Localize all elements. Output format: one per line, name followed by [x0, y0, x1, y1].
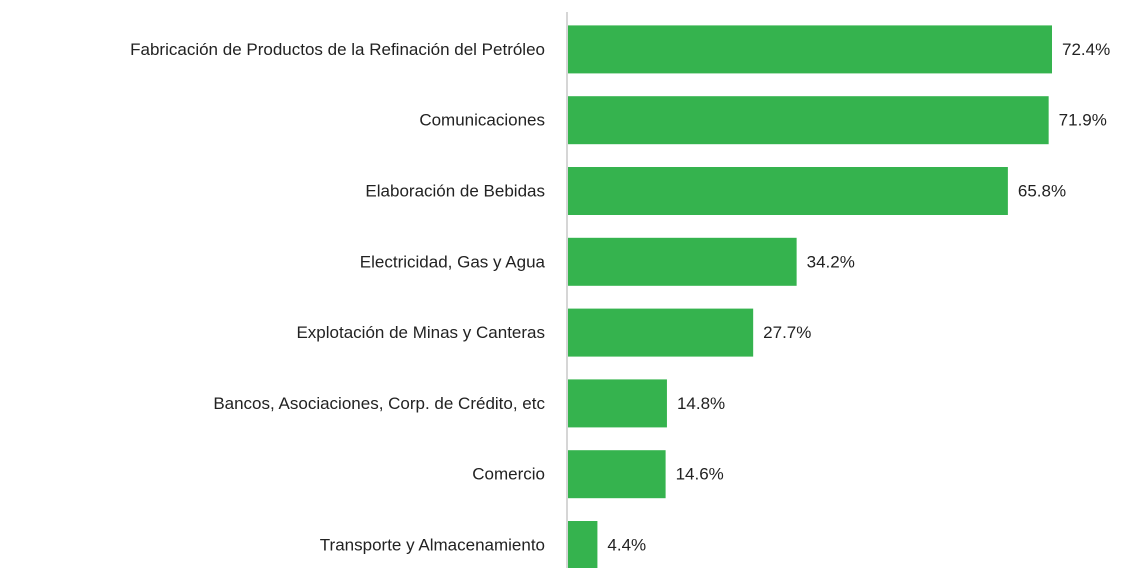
bar [568, 25, 1052, 74]
bar [568, 521, 598, 568]
bar [568, 237, 797, 286]
bar [568, 450, 666, 499]
value-label: 14.8% [677, 394, 725, 413]
category-label: Transporte y Almacenamiento [320, 535, 545, 554]
value-label: 4.4% [607, 535, 646, 554]
bar [568, 96, 1049, 145]
category-label: Explotación de Minas y Canteras [296, 323, 545, 342]
bar [568, 308, 754, 357]
category-label: Bancos, Asociaciones, Corp. de Crédito, … [213, 394, 545, 413]
category-label: Fabricación de Productos de la Refinació… [130, 40, 545, 59]
category-label: Comunicaciones [419, 111, 545, 130]
value-label: 27.7% [763, 323, 811, 342]
value-label: 34.2% [807, 252, 855, 271]
value-label: 72.4% [1062, 40, 1110, 59]
category-label: Elaboración de Bebidas [365, 181, 545, 200]
bar [568, 167, 1008, 215]
category-label: Comercio [472, 465, 545, 484]
bar [568, 379, 667, 428]
value-label: 65.8% [1018, 181, 1066, 200]
value-label: 71.9% [1059, 111, 1107, 130]
value-label: 14.6% [676, 465, 724, 484]
category-label: Electricidad, Gas y Agua [360, 252, 546, 271]
